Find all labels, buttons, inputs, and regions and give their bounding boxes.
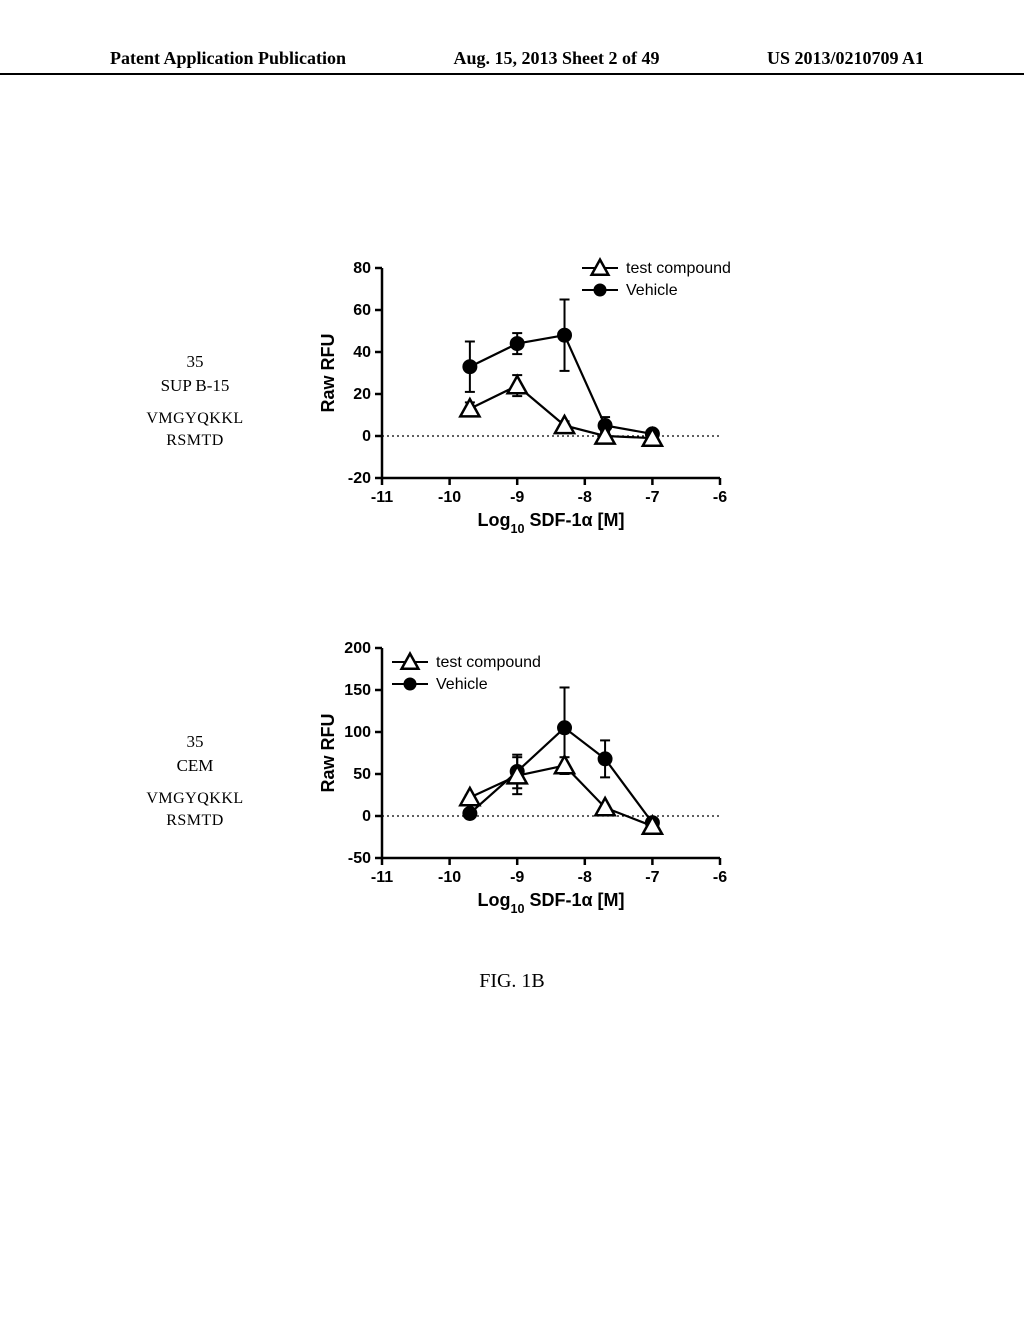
cell-line: CEM [130,754,260,778]
svg-text:150: 150 [344,682,371,699]
sequence-line-2: RSMTD [130,810,260,832]
sequence-line-1: VMGYQKKL [130,788,260,810]
sequence-line-2: RSMTD [130,430,260,452]
header-right: US 2013/0210709 A1 [767,48,924,69]
header-center: Aug. 15, 2013 Sheet 2 of 49 [454,48,660,69]
chart-cem: -50 0 50 100 150 200 -11 -10 -9 -8 -7 -6 Raw RFU Log1… [310,630,740,935]
compound-number: 35 [130,730,260,754]
svg-text:Log10 SDF-1α [M]: Log10 SDF-1α [M] [477,510,624,536]
svg-text:-8: -8 [578,869,592,886]
svg-text:Vehicle: Vehicle [436,676,488,693]
svg-text:test compound: test compound [436,654,541,671]
svg-text:0: 0 [362,808,371,825]
svg-text:Vehicle: Vehicle [626,282,678,299]
patent-header: Patent Application Publication Aug. 15, … [0,48,1024,75]
svg-text:-7: -7 [645,869,659,886]
svg-text:50: 50 [353,766,371,783]
svg-text:40: 40 [353,344,371,361]
svg-text:60: 60 [353,302,371,319]
svg-text:-8: -8 [578,489,592,506]
svg-text:-10: -10 [438,869,461,886]
svg-text:test compound: test compound [626,260,731,277]
panel-cem: 35 CEM VMGYQKKL RSMTD -50 0 50 100 150 200 -11… [0,630,1024,970]
svg-text:80: 80 [353,260,371,277]
cell-line: SUP B-15 [130,374,260,398]
svg-text:-9: -9 [510,869,524,886]
svg-text:-6: -6 [713,489,727,506]
svg-text:-11: -11 [371,869,393,886]
svg-text:100: 100 [344,724,371,741]
svg-text:200: 200 [344,640,371,657]
svg-text:20: 20 [353,386,371,403]
svg-text:-50: -50 [348,850,371,867]
svg-text:Log10 SDF-1α [M]: Log10 SDF-1α [M] [477,890,624,916]
figure-caption: FIG. 1B [0,970,1024,993]
figure-content: 35 SUP B-15 VMGYQKKL RSMTD -20020406080-… [0,250,1024,1010]
svg-text:-7: -7 [645,489,659,506]
svg-text:-10: -10 [438,489,461,506]
panel-label: 35 SUP B-15 VMGYQKKL RSMTD [130,350,260,452]
svg-text:Raw RFU: Raw RFU [318,713,338,792]
svg-text:-11: -11 [371,489,393,506]
svg-text:-6: -6 [713,869,727,886]
header-left: Patent Application Publication [110,48,346,69]
panel-sup-b15: 35 SUP B-15 VMGYQKKL RSMTD -20020406080-… [0,250,1024,590]
svg-text:-20: -20 [348,470,371,487]
svg-text:-9: -9 [510,489,524,506]
svg-text:0: 0 [362,428,371,445]
sequence-line-1: VMGYQKKL [130,408,260,430]
compound-number: 35 [130,350,260,374]
svg-text:Raw RFU: Raw RFU [318,333,338,412]
chart-supb15: -20 0 20 40 60 80 -11 -10 -9 -8 -7 -6 Raw RFU Log10 S… [310,250,740,555]
panel-label: 35 CEM VMGYQKKL RSMTD [130,730,260,832]
